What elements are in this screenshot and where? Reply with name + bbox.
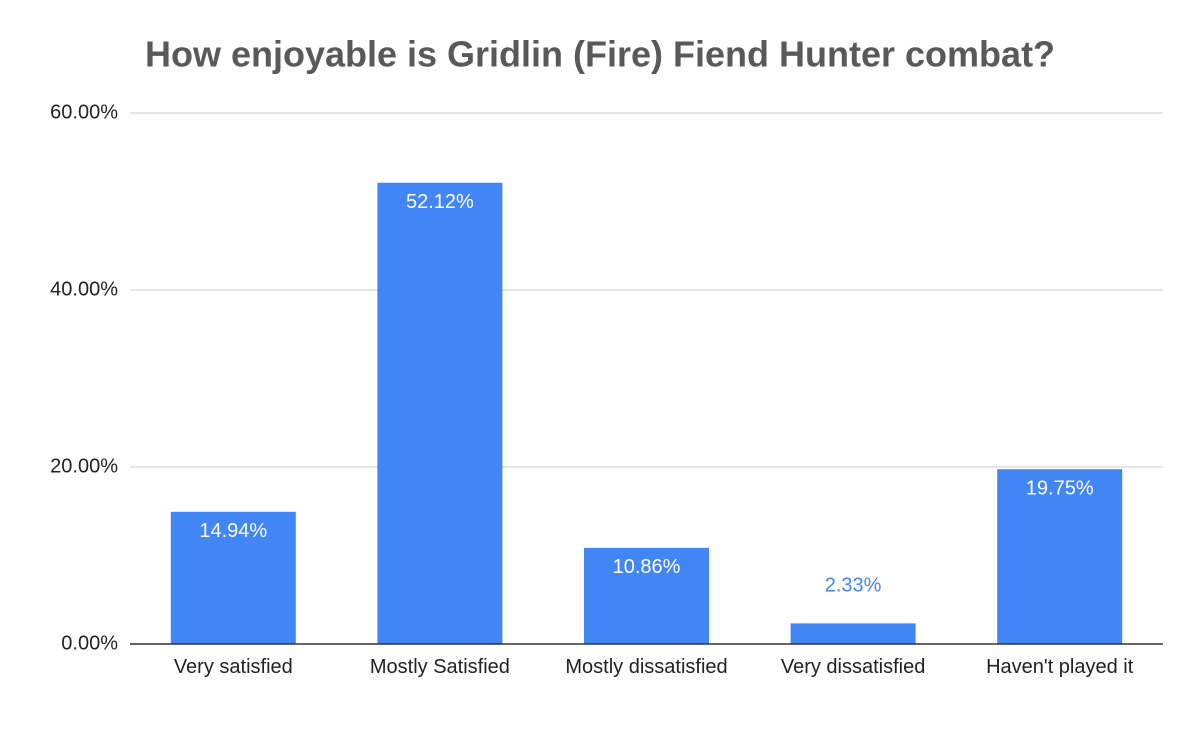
bar: [584, 547, 709, 644]
y-tick-label: 0.00%: [61, 632, 118, 654]
x-tick-label: Very dissatisfied: [780, 656, 926, 678]
bar: [790, 623, 916, 644]
y-tick-label: 60.00%: [50, 101, 118, 123]
x-tick-label: Mostly dissatisfied: [565, 656, 728, 678]
data-label: 14.94%: [199, 520, 267, 542]
bar: [997, 469, 1123, 644]
data-label: 2.33%: [825, 575, 882, 597]
bar: [377, 182, 503, 644]
x-tick-label: Mostly Satisfied: [369, 656, 510, 678]
data-label: 52.12%: [406, 191, 474, 213]
chart-title: How enjoyable is Gridlin (Fire) Fiend Hu…: [145, 34, 1055, 75]
x-tick-label: Very satisfied: [173, 656, 293, 678]
x-tick-label: Haven't played it: [986, 656, 1134, 678]
bar: [170, 511, 296, 644]
data-label: 19.75%: [1026, 477, 1094, 499]
data-label: 10.86%: [613, 556, 681, 578]
y-tick-label: 20.00%: [50, 455, 118, 477]
y-tick-label: 40.00%: [50, 278, 118, 300]
